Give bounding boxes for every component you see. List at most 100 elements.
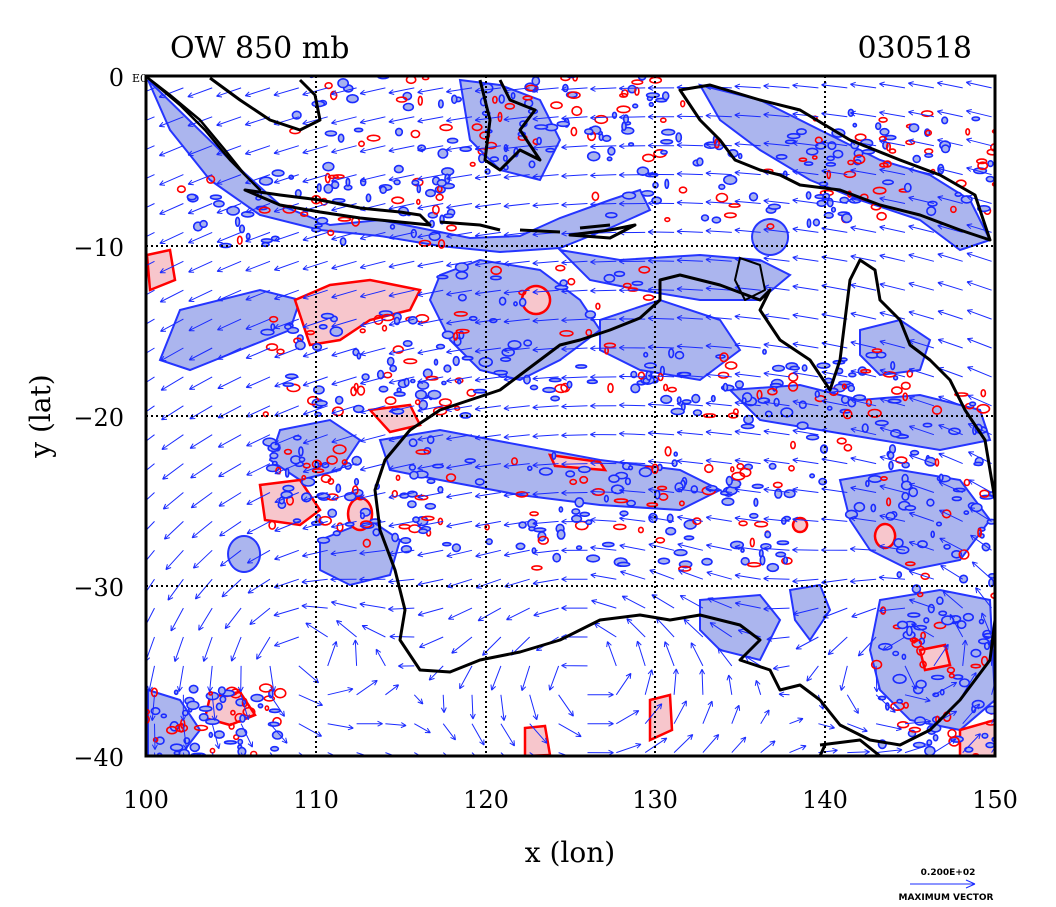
negative-ow-contour — [830, 206, 837, 213]
positive-ow-contour — [326, 455, 338, 465]
wind-vector — [388, 347, 415, 356]
negative-ow-contour — [548, 377, 562, 383]
positive-ow-contour — [753, 520, 769, 528]
wind-vector — [734, 371, 761, 378]
positive-ow-contour — [612, 523, 627, 531]
negative-ow-contour — [958, 574, 969, 584]
x-axis: 100 110 120 130 140 150 x (lon) — [123, 786, 1018, 869]
wind-vector — [792, 486, 819, 493]
wind-vector — [850, 369, 877, 378]
negative-ow-contour — [743, 414, 754, 425]
wind-vector — [246, 463, 271, 476]
positive-ow-contour — [230, 709, 236, 716]
negative-ow-contour — [474, 478, 485, 486]
wind-vector — [908, 167, 935, 176]
negative-ow-contour — [996, 671, 1006, 674]
negative-ow-contour — [409, 470, 419, 480]
negative-ow-contour — [915, 679, 927, 689]
negative-ow-contour — [586, 379, 598, 385]
positive-ow-contour — [327, 477, 335, 485]
wind-vector — [188, 289, 213, 302]
wind-vector — [937, 138, 963, 147]
wind-vector — [818, 723, 835, 730]
wind-vector — [561, 317, 588, 324]
positive-ow-contour — [571, 105, 583, 117]
negative-ow-contour — [271, 730, 284, 740]
wind-vector — [908, 253, 935, 262]
positive-ow-contour — [567, 277, 576, 286]
negative-ow-contour — [994, 200, 995, 204]
negative-ow-contour — [660, 128, 676, 136]
positive-ow-contour — [504, 102, 516, 110]
negative-ow-contour — [893, 538, 904, 548]
wind-vector — [356, 679, 378, 696]
negative-ow-contour — [523, 339, 533, 347]
wind-vector — [850, 515, 877, 522]
wind-vector — [217, 376, 242, 389]
negative-ow-contour — [660, 139, 674, 145]
wind-vector — [417, 347, 444, 356]
wind-vector — [962, 703, 981, 725]
wind-vector — [561, 144, 588, 150]
negative-ow-contour — [710, 394, 716, 403]
wind-vector — [676, 257, 703, 264]
wind-vector — [247, 578, 271, 594]
negative-ow-contour — [861, 423, 869, 433]
positive-ow-contour — [381, 324, 388, 332]
wind-vector — [734, 313, 761, 320]
negative-ow-contour — [718, 183, 726, 190]
wind-vector — [734, 601, 761, 609]
wind-vector — [216, 203, 242, 214]
wind-vector — [475, 578, 502, 589]
wind-vector — [359, 434, 386, 443]
wind-vector — [474, 174, 501, 181]
negative-ow-contour — [574, 497, 585, 508]
wind-vector — [904, 743, 931, 754]
negative-ow-contour — [861, 149, 876, 155]
positive-ow-contour — [446, 224, 457, 232]
wind-vector — [590, 143, 617, 150]
x-tick-label: 100 — [123, 786, 169, 814]
wind-vector — [503, 231, 530, 238]
wind-vector — [850, 282, 877, 291]
wind-vector — [359, 576, 386, 583]
wind-vector — [246, 434, 271, 447]
wind-vector — [301, 578, 328, 585]
positive-ow-contour — [860, 368, 872, 374]
wind-vector — [246, 492, 271, 505]
negative-ow-contour — [740, 423, 755, 430]
negative-ow-contour — [938, 610, 948, 617]
negative-ow-contour — [452, 355, 460, 367]
positive-ow-contour — [300, 211, 309, 217]
wind-vector — [937, 195, 963, 204]
negative-ow-contour — [257, 703, 264, 709]
wind-vector — [532, 549, 559, 556]
wind-vector — [647, 200, 675, 207]
positive-ow-contour — [453, 310, 468, 317]
wind-vector — [503, 202, 530, 209]
wind-vector — [590, 402, 617, 409]
negative-ow-contour — [643, 351, 649, 358]
negative-ow-contour — [376, 369, 385, 380]
wind-vector — [879, 253, 906, 262]
negative-ow-contour — [181, 709, 189, 717]
wind-vector — [475, 549, 502, 559]
wind-vector — [561, 432, 588, 439]
wind-vector — [388, 520, 415, 529]
positive-ow-contour — [878, 116, 888, 123]
negative-ow-contour — [426, 478, 436, 485]
wind-vector — [763, 342, 790, 349]
wind-vector — [879, 339, 906, 349]
positive-ow-contour — [902, 392, 909, 402]
negative-ow-contour — [518, 63, 528, 68]
wind-vector — [904, 718, 932, 725]
negative-ow-contour — [796, 128, 807, 136]
negative-ow-contour — [596, 64, 601, 69]
negative-ow-contour — [892, 650, 900, 657]
negative-ow-contour — [513, 301, 518, 307]
wind-vector — [503, 492, 530, 498]
wind-vector — [734, 227, 761, 234]
wind-vector — [879, 426, 906, 436]
wind-vector — [938, 395, 963, 407]
negative-ow-contour — [847, 384, 856, 393]
